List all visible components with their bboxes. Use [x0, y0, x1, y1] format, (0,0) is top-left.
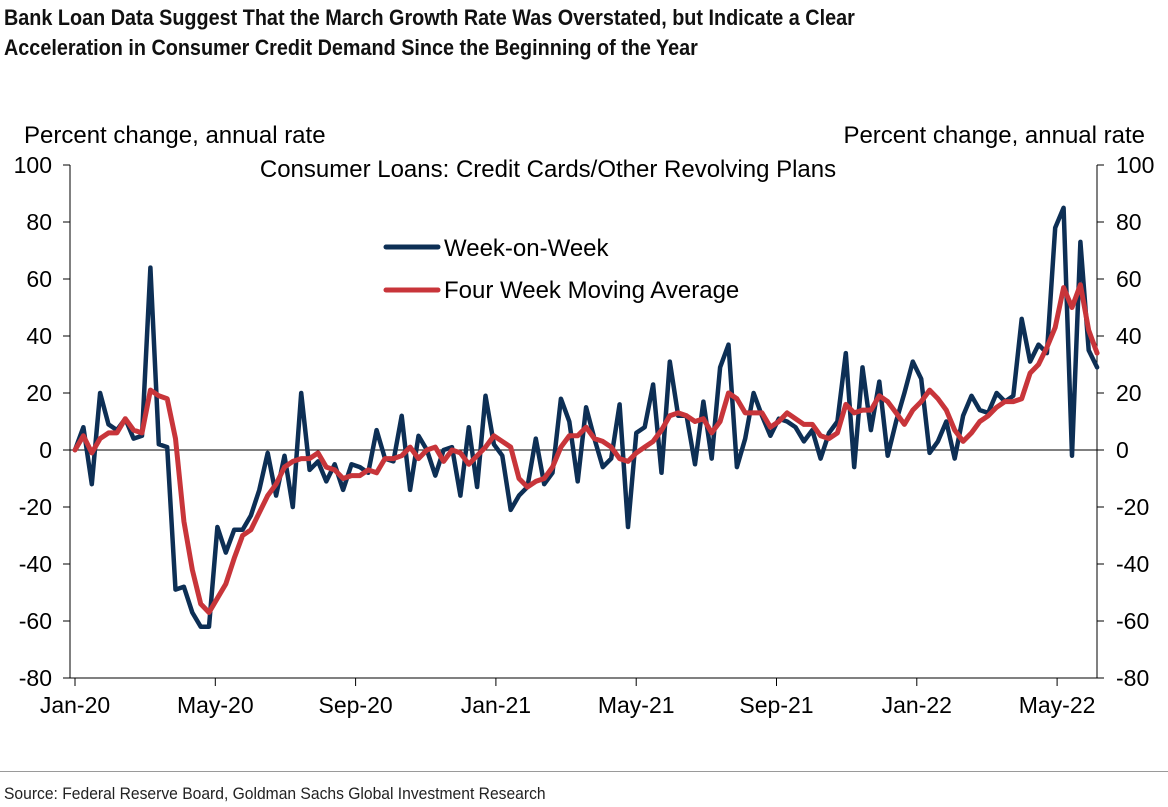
right-y-tick-label: -80 — [1116, 665, 1149, 691]
left-y-tick-label: 100 — [14, 152, 52, 178]
left-y-tick-label: -60 — [19, 608, 52, 634]
series-layer — [72, 205, 1100, 629]
left-y-tick-label: 40 — [26, 323, 52, 349]
right-y-tick-label: -20 — [1116, 494, 1149, 520]
chart-title-line-2: Acceleration in Consumer Credit Demand S… — [4, 35, 698, 60]
x-tick-label: Jan-22 — [882, 692, 952, 718]
left-y-tick-label: -40 — [19, 551, 52, 577]
right-axis-label: Percent change, annual rate — [843, 122, 1145, 149]
right-y-tick-label: 80 — [1116, 209, 1142, 235]
legend: Week-on-Week Four Week Moving Average — [383, 235, 739, 304]
legend-label-week-on-week: Week-on-Week — [444, 235, 610, 262]
right-y-tick-label: -40 — [1116, 551, 1149, 577]
x-tick-label: Sep-21 — [739, 692, 813, 718]
legend-label-moving-average: Four Week Moving Average — [444, 277, 739, 304]
right-y-tick-label: 60 — [1116, 266, 1142, 292]
x-tick-label: May-20 — [177, 692, 254, 718]
x-tick-label: May-22 — [1019, 692, 1096, 718]
right-y-tick-label: 40 — [1116, 323, 1142, 349]
x-tick-label: May-21 — [598, 692, 675, 718]
left-y-tick-label: 20 — [26, 380, 52, 406]
left-y-tick-label: 0 — [39, 437, 52, 463]
left-y-tick-label: 80 — [26, 209, 52, 235]
left-y-tick-label: 60 — [26, 266, 52, 292]
right-axis-ticks: -80 -60 -40 -20 0 20 40 60 80 100 — [1097, 152, 1154, 691]
right-y-tick-label: 20 — [1116, 380, 1142, 406]
x-tick-label: Sep-20 — [319, 692, 393, 718]
source-note: Source: Federal Reserve Board, Goldman S… — [4, 784, 546, 803]
x-axis-ticks: Jan-20 May-20 Sep-20 Jan-21 May-21 Sep-21 Jan-… — [40, 678, 1096, 718]
series-week-on-week-line — [72, 205, 1100, 629]
chart-subtitle: Consumer Loans: Credit Cards/Other Revol… — [260, 156, 836, 183]
chart-title: Bank Loan Data Suggest That the March Gr… — [4, 3, 1039, 63]
left-y-tick-label: -80 — [19, 665, 52, 691]
series-four-week-average-line — [72, 282, 1100, 615]
right-y-tick-label: -60 — [1116, 608, 1149, 634]
right-y-tick-label: 0 — [1116, 437, 1129, 463]
left-axis-label: Percent change, annual rate — [24, 122, 326, 149]
footer-divider — [0, 771, 1168, 772]
line-chart: Percent change, annual rate Percent chan… — [14, 122, 1155, 718]
left-y-tick-label: -20 — [19, 494, 52, 520]
chart-title-line-1: Bank Loan Data Suggest That the March Gr… — [4, 5, 855, 30]
x-tick-label: Jan-20 — [40, 692, 110, 718]
right-y-tick-label: 100 — [1116, 152, 1154, 178]
x-tick-label: Jan-21 — [461, 692, 531, 718]
left-axis-ticks: -80 -60 -40 -20 0 20 40 60 80 100 — [14, 152, 70, 691]
